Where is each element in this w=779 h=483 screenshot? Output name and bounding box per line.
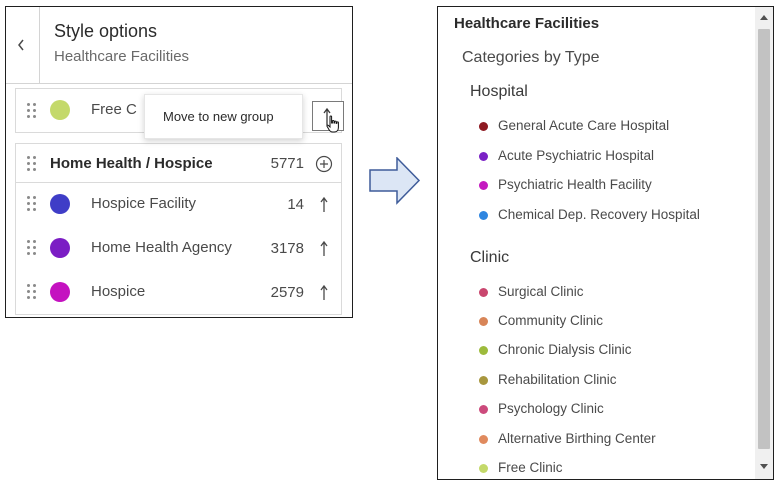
legend-item-label: Psychology Clinic xyxy=(498,401,604,416)
drag-handle-icon[interactable] xyxy=(27,196,37,212)
legend-item-label: General Acute Care Hospital xyxy=(498,118,670,133)
item-count: 2579 xyxy=(270,284,304,301)
legend-dot xyxy=(479,181,488,190)
legend-panel: Healthcare Facilities Categories by Type… xyxy=(437,6,774,480)
legend-dot xyxy=(479,405,488,414)
color-swatch[interactable] xyxy=(50,100,70,120)
legend-dot xyxy=(479,464,488,473)
item-label: Home Health Agency xyxy=(91,239,232,256)
list-item[interactable]: Hospice 2579 xyxy=(16,270,341,314)
tooltip-text: Move to new group xyxy=(163,109,274,124)
drag-handle-icon[interactable] xyxy=(27,284,37,300)
legend-dot xyxy=(479,211,488,220)
legend-item-label: Acute Psychiatric Hospital xyxy=(498,148,655,163)
group-label: Home Health / Hospice xyxy=(50,155,213,172)
category-group: Home Health / Hospice 5771 Hospice Facil… xyxy=(15,143,342,315)
chevron-left-icon xyxy=(18,39,24,51)
move-up-arrow-icon xyxy=(323,107,331,125)
move-up-arrow-icon[interactable] xyxy=(316,195,332,215)
move-up-arrow-icon[interactable] xyxy=(316,239,332,259)
list-item[interactable]: Hospice Facility 14 xyxy=(16,182,341,226)
item-label: Hospice Facility xyxy=(91,195,197,212)
legend-item-label: Psychiatric Health Facility xyxy=(498,177,652,192)
back-button[interactable] xyxy=(6,7,40,83)
legend-dot xyxy=(479,122,488,131)
legend-dot xyxy=(479,376,488,385)
item-count: 3178 xyxy=(270,240,304,257)
legend-group-label: Hospital xyxy=(470,83,528,100)
scroll-down-arrow-icon[interactable] xyxy=(759,463,769,471)
group-header[interactable]: Home Health / Hospice 5771 xyxy=(16,144,341,183)
legend-item-label: Rehabilitation Clinic xyxy=(498,372,617,387)
style-options-panel: Style options Healthcare Facilities Free… xyxy=(5,6,353,318)
drag-handle-icon[interactable] xyxy=(27,240,37,256)
drag-handle-icon[interactable] xyxy=(27,103,37,119)
color-swatch[interactable] xyxy=(50,194,70,214)
legend-item-label: Surgical Clinic xyxy=(498,284,584,299)
item-label: Free C xyxy=(91,101,137,118)
legend-group-label: Clinic xyxy=(470,249,510,266)
list-item[interactable]: Home Health Agency 3178 xyxy=(16,226,341,270)
move-to-new-group-button[interactable] xyxy=(312,101,344,133)
group-count: 5771 xyxy=(270,155,304,172)
legend-dot xyxy=(479,435,488,444)
legend-subtitle: Categories by Type xyxy=(462,49,600,66)
move-up-arrow-icon[interactable] xyxy=(316,283,332,303)
vertical-scrollbar[interactable] xyxy=(755,7,773,479)
color-swatch[interactable] xyxy=(50,238,70,258)
legend-item-label: Alternative Birthing Center xyxy=(498,431,656,446)
tooltip: Move to new group xyxy=(144,94,303,139)
panel-subtitle: Healthcare Facilities xyxy=(54,48,190,65)
legend-dot xyxy=(479,288,488,297)
legend-dot xyxy=(479,152,488,161)
legend-item-label: Chronic Dialysis Clinic xyxy=(498,342,632,357)
legend-title: Healthcare Facilities xyxy=(454,15,600,32)
panel-title: Style options xyxy=(54,21,158,41)
color-swatch[interactable] xyxy=(50,282,70,302)
hand-pointer-cursor-icon xyxy=(326,115,339,133)
add-circle-icon[interactable] xyxy=(315,155,333,173)
item-label: Hospice xyxy=(91,283,146,300)
legend-dot xyxy=(479,317,488,326)
right-arrow-icon xyxy=(369,157,421,205)
legend-dot xyxy=(479,346,488,355)
legend-item-label: Community Clinic xyxy=(498,313,604,328)
scroll-up-arrow-icon[interactable] xyxy=(759,13,769,21)
item-count: 14 xyxy=(287,196,304,213)
drag-handle-icon[interactable] xyxy=(27,156,37,172)
panel-header: Style options Healthcare Facilities xyxy=(6,7,352,84)
legend-item-label: Free Clinic xyxy=(498,460,563,475)
scrollbar-thumb[interactable] xyxy=(758,29,770,449)
legend-item-label: Chemical Dep. Recovery Hospital xyxy=(498,207,700,222)
